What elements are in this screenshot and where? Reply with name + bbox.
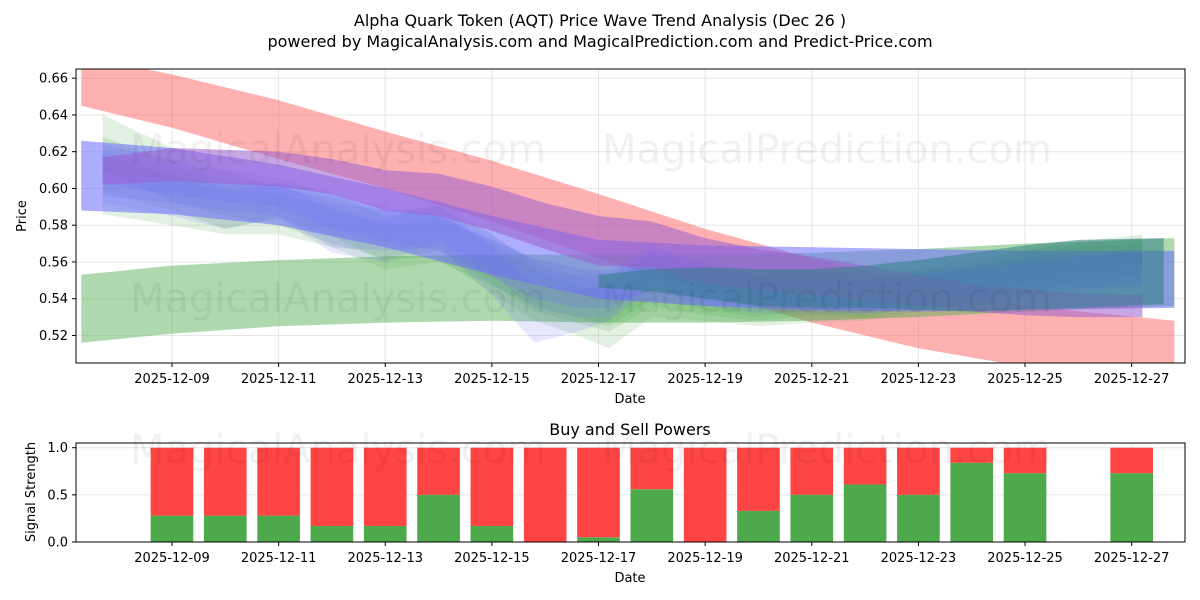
price-ytick-label: 0.58 xyxy=(39,219,68,234)
buy-bar xyxy=(737,510,780,542)
price-chart-series xyxy=(81,69,1175,363)
price-xtick-label: 2025-12-17 xyxy=(561,372,637,387)
price-xtick-label: 2025-12-11 xyxy=(241,372,317,387)
price-chart-ylabel: Price xyxy=(15,200,30,232)
sell-bar xyxy=(630,447,674,490)
buy-bar xyxy=(790,494,834,542)
signal-xtick-label: 2025-12-11 xyxy=(241,551,317,566)
sell-bar xyxy=(737,447,780,511)
price-chart-xlabel: Date xyxy=(614,392,645,407)
watermark-prediction-bottom: MagicalPrediction.com xyxy=(602,427,1052,473)
buy-bar xyxy=(950,462,994,542)
signal-xtick-label: 2025-12-19 xyxy=(667,551,743,566)
signal-chart-bars xyxy=(150,447,1154,542)
signal-xtick-label: 2025-12-17 xyxy=(561,551,637,566)
price-ytick-label: 0.62 xyxy=(39,145,68,160)
chart-subtitle: powered by MagicalAnalysis.com and Magic… xyxy=(267,32,932,51)
sell-bar xyxy=(257,447,300,516)
watermark-prediction-mid: MagicalPrediction.com xyxy=(602,276,1052,322)
sell-bar xyxy=(203,447,247,516)
buy-bar xyxy=(843,484,887,542)
signal-xtick-label: 2025-12-23 xyxy=(881,551,957,566)
watermark-analysis-bottom: MagicalAnalysis.com xyxy=(130,427,546,473)
price-ytick-label: 0.66 xyxy=(39,72,68,87)
buy-bar xyxy=(1003,473,1047,542)
watermark-analysis-top: MagicalAnalysis.com xyxy=(130,127,546,173)
price-ytick-label: 0.56 xyxy=(39,255,68,270)
sell-bar xyxy=(417,447,460,495)
sell-bar xyxy=(950,447,994,463)
sell-bar xyxy=(523,447,567,542)
price-chart: MagicalAnalysis.com MagicalPrediction.co… xyxy=(15,68,1186,407)
signal-xtick-label: 2025-12-27 xyxy=(1094,551,1170,566)
price-xtick-label: 2025-12-21 xyxy=(774,372,850,387)
price-chart-ticks: 2025-12-09 2025-12-11 2025-12-13 2025-12-15… xyxy=(39,72,1169,387)
chart-title: Alpha Quark Token (AQT) Price Wave Trend… xyxy=(354,11,846,30)
sell-bar xyxy=(683,447,727,542)
signal-ytick-label: 0.5 xyxy=(47,488,68,503)
sell-bar xyxy=(1003,447,1047,474)
price-chart-watermarks: MagicalAnalysis.com MagicalPrediction.co… xyxy=(130,127,1052,322)
buy-bar xyxy=(203,515,247,542)
buy-bar xyxy=(897,494,940,542)
sell-bar xyxy=(363,447,407,526)
buy-bar xyxy=(150,515,194,542)
price-xtick-label: 2025-12-09 xyxy=(134,372,210,387)
price-xtick-label: 2025-12-27 xyxy=(1094,372,1170,387)
price-ytick-label: 0.54 xyxy=(39,292,68,307)
price-xtick-label: 2025-12-19 xyxy=(667,372,743,387)
watermark-analysis-mid: MagicalAnalysis.com xyxy=(130,276,546,322)
signal-chart-title: Buy and Sell Powers xyxy=(549,420,711,439)
band-teal-trend-band xyxy=(598,238,1164,312)
signal-xtick-label: 2025-12-13 xyxy=(347,551,423,566)
sell-bar xyxy=(577,447,620,538)
sell-bar xyxy=(470,447,514,526)
watermark-prediction-top: MagicalPrediction.com xyxy=(602,127,1052,173)
sell-bar xyxy=(843,447,887,485)
signal-chart-watermarks: MagicalAnalysis.com MagicalPrediction.co… xyxy=(130,427,1052,473)
buy-bar xyxy=(470,525,514,542)
signal-xtick-label: 2025-12-25 xyxy=(987,551,1063,566)
buy-bar xyxy=(630,489,674,542)
sell-bar xyxy=(790,447,834,495)
buy-bar xyxy=(363,525,407,542)
buy-bar xyxy=(310,525,354,542)
signal-chart-ylabel: Signal Strength xyxy=(24,442,39,542)
signal-xtick-label: 2025-12-21 xyxy=(774,551,850,566)
price-xtick-label: 2025-12-23 xyxy=(881,372,957,387)
sell-bar xyxy=(150,447,194,516)
signal-chart-ticks: 2025-12-09 2025-12-11 2025-12-13 2025-12-15… xyxy=(47,441,1169,566)
signal-xtick-label: 2025-12-15 xyxy=(454,551,530,566)
price-ytick-label: 0.64 xyxy=(39,108,68,123)
signal-chart: Buy and Sell Powers MagicalAnalysis.com … xyxy=(24,420,1186,586)
price-ytick-label: 0.52 xyxy=(39,329,68,344)
price-chart-frame xyxy=(75,68,1186,364)
buy-bar xyxy=(1110,473,1154,542)
price-xtick-label: 2025-12-15 xyxy=(454,372,530,387)
signal-ytick-label: 1.0 xyxy=(47,441,68,456)
price-xtick-label: 2025-12-13 xyxy=(347,372,423,387)
price-ytick-label: 0.60 xyxy=(39,182,68,197)
sell-bar xyxy=(897,447,940,495)
buy-bar xyxy=(577,537,620,542)
buy-bar xyxy=(417,494,460,542)
signal-xtick-label: 2025-12-09 xyxy=(134,551,210,566)
buy-bar xyxy=(257,515,300,542)
signal-chart-xlabel: Date xyxy=(614,571,645,586)
signal-chart-frame xyxy=(75,442,1186,543)
sell-bar xyxy=(1110,447,1154,474)
price-xtick-label: 2025-12-25 xyxy=(987,372,1063,387)
sell-bar xyxy=(310,447,354,526)
signal-ytick-label: 0.0 xyxy=(47,536,68,551)
